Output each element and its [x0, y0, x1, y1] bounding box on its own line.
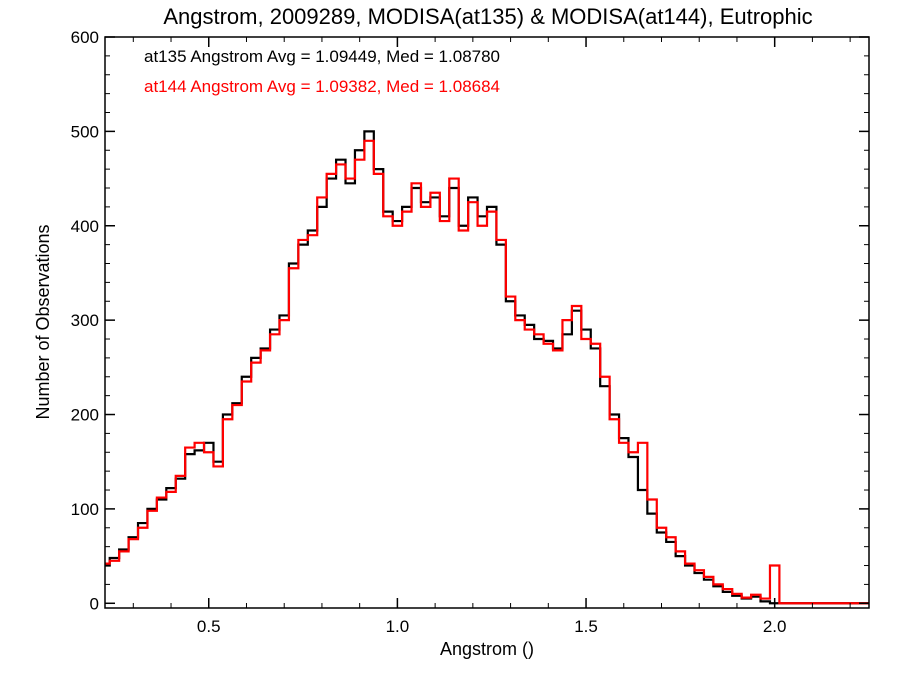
y-axis: 0 100 200 300 400 500 600	[71, 28, 869, 613]
legend: at135 Angstrom Avg = 1.09449, Med = 1.08…	[144, 47, 500, 96]
series-at144	[105, 139, 869, 605]
y-tick-label: 300	[71, 311, 99, 330]
y-tick-label: 0	[90, 594, 99, 613]
y-tick-label: 200	[71, 406, 99, 425]
x-tick-label: 1.0	[386, 617, 410, 636]
y-tick-label: 400	[71, 217, 99, 236]
y-tick-label: 100	[71, 500, 99, 519]
plot-frame	[104, 36, 870, 609]
y-axis-label: Number of Observations	[33, 224, 53, 419]
series-layer	[105, 130, 869, 605]
x-tick-label: 0.5	[197, 617, 221, 636]
x-tick-label: 1.5	[574, 617, 598, 636]
y-tick-label: 500	[71, 122, 99, 141]
x-axis: 0.5 1.0 1.5 2.0	[132, 37, 851, 636]
legend-entry-at135: at135 Angstrom Avg = 1.09449, Med = 1.08…	[144, 47, 500, 66]
x-axis-label: Angstrom ()	[440, 639, 534, 659]
legend-entry-at144: at144 Angstrom Avg = 1.09382, Med = 1.08…	[144, 77, 500, 96]
chart-title: Angstrom, 2009289, MODISA(at135) & MODIS…	[163, 4, 812, 29]
y-tick-label: 600	[71, 28, 99, 47]
x-tick-label: 2.0	[763, 617, 787, 636]
